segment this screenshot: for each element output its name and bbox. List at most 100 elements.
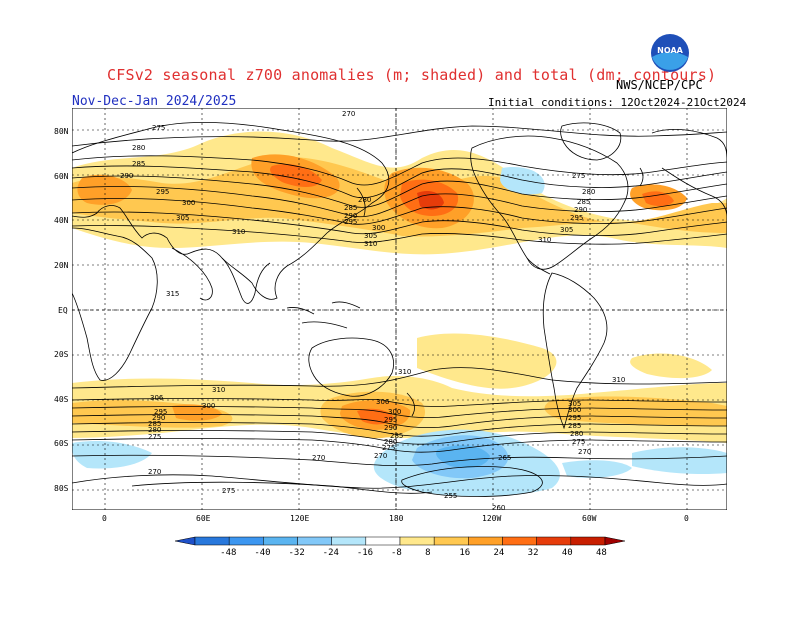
svg-text:280: 280 (384, 438, 397, 446)
svg-text:290: 290 (120, 172, 133, 180)
svg-text:295: 295 (570, 214, 583, 222)
lat-label: 80N (54, 127, 69, 136)
map-title: CFSv2 seasonal z700 anomalies (m; shaded… (107, 66, 717, 84)
svg-text:285: 285 (132, 160, 145, 168)
svg-text:280: 280 (148, 426, 161, 434)
svg-text:270: 270 (148, 468, 161, 476)
colorbar-label: -16 (356, 548, 374, 558)
svg-text:280: 280 (570, 430, 583, 438)
colorbar-label: 16 (459, 548, 471, 558)
svg-text:275: 275 (152, 124, 165, 132)
anomaly-map: 275 270 280 285 290 295 300 305 310 315 … (72, 108, 727, 510)
height-contours (72, 125, 727, 497)
svg-text:270: 270 (312, 454, 325, 462)
colorbar-swatch (570, 536, 606, 546)
svg-text:280: 280 (358, 196, 371, 204)
lat-label: 20S (54, 350, 69, 359)
colorbar-swatch (228, 536, 264, 546)
svg-text:305: 305 (364, 232, 377, 240)
svg-text:285: 285 (390, 432, 403, 440)
svg-text:285: 285 (148, 420, 161, 428)
svg-text:280: 280 (132, 144, 145, 152)
svg-text:275: 275 (572, 172, 585, 180)
svg-text:306: 306 (150, 394, 164, 402)
svg-text:275: 275 (222, 487, 235, 495)
negative-anomaly-shading (72, 167, 727, 497)
svg-text:305: 305 (568, 400, 581, 408)
svg-text:290: 290 (152, 414, 165, 422)
agency-label: NWS/NCEP/CPC (616, 78, 703, 92)
lat-label: 60S (54, 439, 69, 448)
svg-text:310: 310 (364, 240, 377, 248)
svg-text:265: 265 (498, 454, 511, 462)
lon-label: 60E (196, 514, 211, 523)
svg-text:300: 300 (202, 402, 215, 410)
svg-text:255: 255 (444, 492, 457, 500)
lat-label: EQ (58, 306, 68, 315)
svg-text:275: 275 (148, 433, 161, 441)
svg-text:310: 310 (612, 376, 625, 384)
svg-text:270: 270 (374, 452, 387, 460)
colorbar-swatch (502, 536, 537, 546)
lat-label: 20N (54, 261, 69, 270)
lat-label: 40N (54, 216, 69, 225)
svg-text:300: 300 (182, 199, 195, 207)
svg-text:310: 310 (398, 368, 411, 376)
svg-text:280: 280 (582, 188, 595, 196)
colorbar-label: -8 (391, 548, 402, 558)
lat-label: 40S (54, 395, 69, 404)
svg-text:306: 306 (376, 398, 390, 406)
svg-text:290: 290 (384, 424, 397, 432)
colorbar-label: -48 (220, 548, 237, 558)
svg-text:310: 310 (538, 236, 551, 244)
svg-text:305: 305 (176, 214, 189, 222)
initial-conditions-label: Initial conditions: 12Oct2024-21Oct2024 (488, 96, 747, 109)
colorbar-swatch (604, 536, 625, 546)
lat-label: 80S (54, 484, 69, 493)
svg-text:285: 285 (568, 422, 581, 430)
colorbar-label: 8 (425, 548, 431, 558)
svg-text:310: 310 (212, 386, 225, 394)
colorbar-swatch (365, 536, 401, 546)
svg-text:270: 270 (342, 110, 355, 118)
svg-text:285: 285 (577, 198, 590, 206)
colorbar-label: -32 (288, 548, 305, 558)
svg-text:NOAA: NOAA (657, 46, 683, 55)
colorbar-label: -40 (254, 548, 271, 558)
colorbar-swatch (263, 536, 298, 546)
colorbar-swatch (175, 536, 196, 546)
colorbar-swatch (194, 536, 230, 546)
svg-text:295: 295 (344, 218, 357, 226)
svg-text:300: 300 (568, 406, 581, 414)
lon-label: 120W (482, 514, 502, 523)
lat-label: 60N (54, 172, 69, 181)
colorbar-label: 24 (493, 548, 505, 558)
svg-text:275: 275 (572, 438, 585, 446)
svg-text:310: 310 (232, 228, 245, 236)
colorbar-label: -24 (322, 548, 339, 558)
lon-label: 180 (389, 514, 404, 523)
period-label: Nov-Dec-Jan 2024/2025 (72, 94, 237, 109)
svg-text:290: 290 (344, 212, 357, 220)
colorbar-label: 32 (527, 548, 539, 558)
colorbar-swatch (468, 536, 503, 546)
svg-text:275: 275 (382, 444, 395, 452)
colorbar (175, 536, 625, 546)
noaa-logo-icon: NOAA (651, 34, 689, 72)
svg-text:290: 290 (574, 206, 587, 214)
svg-text:295: 295 (156, 188, 169, 196)
svg-text:295: 295 (568, 414, 581, 422)
svg-text:295: 295 (154, 408, 167, 416)
svg-text:270: 270 (578, 448, 591, 456)
colorbar-swatch (331, 536, 367, 546)
colorbar-swatch (399, 536, 435, 546)
lon-label: 0 (102, 514, 107, 523)
colorbar-swatch (536, 536, 572, 546)
colorbar-swatch (297, 536, 332, 546)
colorbar-label: 48 (596, 548, 607, 558)
colorbar-label: 40 (561, 548, 573, 558)
colorbar-swatch (433, 536, 469, 546)
contour-labels: 275 270 280 285 290 295 300 305 310 315 … (120, 110, 625, 510)
lon-label: 120E (290, 514, 310, 523)
svg-text:285: 285 (344, 204, 357, 212)
